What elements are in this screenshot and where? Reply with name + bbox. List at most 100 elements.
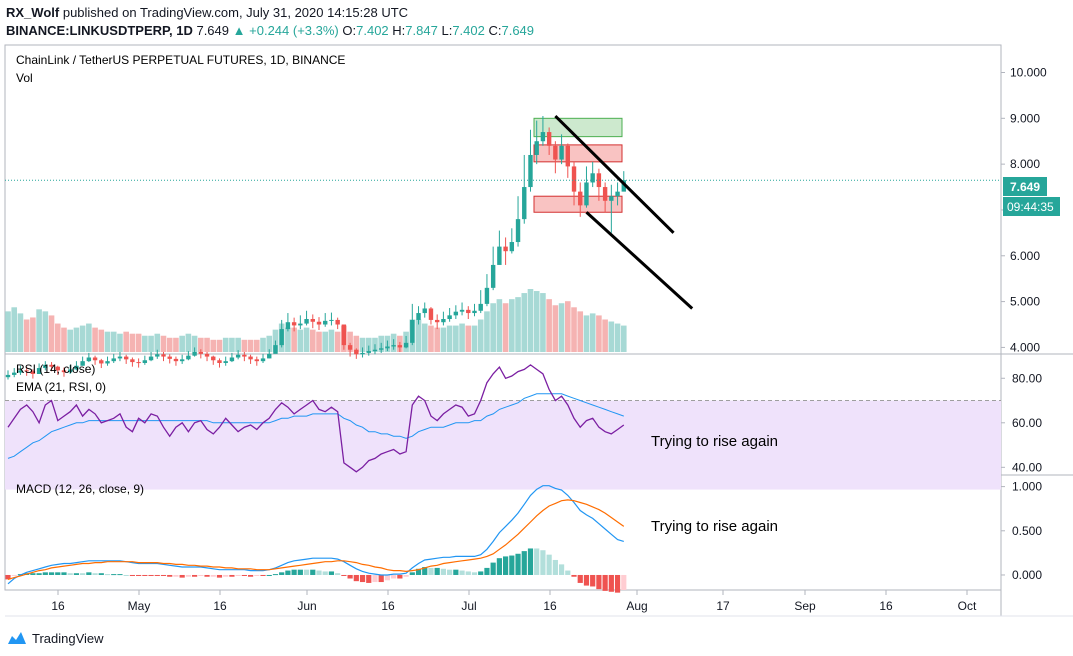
price-tick-label: 10.000 bbox=[1010, 65, 1047, 79]
macd-annotation[interactable]: Trying to rise again bbox=[651, 518, 778, 535]
volume-bar bbox=[446, 325, 453, 352]
volume-bar bbox=[502, 303, 509, 352]
last-price: 7.649 bbox=[196, 23, 230, 38]
candle-body bbox=[136, 362, 141, 364]
candle-body bbox=[304, 319, 309, 324]
candle-body bbox=[24, 370, 29, 372]
candle-body bbox=[379, 348, 384, 350]
macd-histogram-bar bbox=[148, 574, 154, 576]
candle-body bbox=[49, 364, 54, 367]
candle-body bbox=[242, 354, 247, 357]
macd-histogram-bar bbox=[341, 574, 347, 576]
candle-body bbox=[192, 352, 197, 356]
time-tick-label: May bbox=[128, 599, 151, 613]
macd-histogram-bar bbox=[67, 573, 73, 575]
macd-tick-label: 0.500 bbox=[1012, 524, 1042, 538]
macd-histogram-bar bbox=[565, 570, 571, 575]
volume-bar bbox=[546, 299, 552, 352]
volume-bar bbox=[204, 337, 210, 352]
candle-body bbox=[18, 370, 23, 373]
candle-body bbox=[571, 166, 577, 192]
volume-bar bbox=[434, 327, 440, 352]
tradingview-brand: TradingView bbox=[32, 630, 104, 646]
macd-histogram-bar bbox=[434, 567, 440, 575]
candle-body bbox=[466, 309, 471, 314]
time-tick-label: Sep bbox=[794, 599, 816, 613]
rsi-band bbox=[5, 400, 1001, 490]
macd-histogram-bar bbox=[142, 574, 148, 576]
macd-tick-label: 1.000 bbox=[1012, 480, 1042, 494]
volume-bar bbox=[527, 289, 534, 352]
volume-bar bbox=[98, 329, 105, 352]
macd-histogram-bar bbox=[471, 572, 478, 575]
macd-histogram-bar bbox=[80, 573, 86, 575]
volume-bar bbox=[5, 311, 11, 352]
macd-histogram-bar bbox=[527, 548, 534, 575]
time-tick-label: 17 bbox=[716, 599, 730, 613]
macd-histogram-bar bbox=[478, 571, 484, 575]
tradingview-logo[interactable]: TradingView bbox=[6, 628, 104, 648]
volume-bar bbox=[565, 301, 571, 352]
macd-histogram-bar bbox=[291, 569, 297, 575]
macd-histogram-bar bbox=[254, 574, 260, 576]
volume-bar bbox=[36, 309, 42, 352]
candle-body bbox=[366, 351, 371, 353]
macd-histogram-bar bbox=[173, 574, 179, 577]
volume-bar bbox=[347, 331, 353, 352]
time-tick-label: 16 bbox=[381, 599, 395, 613]
publish-line: RX_Wolf published on TradingView.com, Ju… bbox=[6, 5, 408, 20]
candle-body bbox=[186, 355, 191, 360]
candle-body bbox=[453, 311, 459, 316]
candle-body bbox=[478, 303, 483, 311]
macd-histogram-bar bbox=[223, 574, 229, 577]
volume-bar bbox=[129, 333, 136, 352]
candle-body bbox=[223, 361, 228, 363]
macd-line bbox=[7, 485, 624, 585]
macd-histogram-bar bbox=[521, 551, 527, 575]
macd-histogram-bar bbox=[260, 574, 266, 576]
candle-body bbox=[142, 360, 148, 363]
macd-histogram-bar bbox=[602, 574, 608, 591]
macd-histogram-bar bbox=[11, 574, 17, 576]
macd-histogram-bar bbox=[496, 558, 502, 575]
trendlines[interactable] bbox=[554, 114, 694, 310]
volume-bar bbox=[459, 323, 465, 352]
candle-body bbox=[397, 345, 403, 348]
macd-histogram-bar bbox=[583, 574, 590, 586]
volume-bar bbox=[198, 337, 204, 352]
candle-body bbox=[80, 361, 85, 366]
volume-bar bbox=[589, 313, 596, 352]
candle-body bbox=[602, 187, 608, 201]
volume-bar bbox=[42, 311, 49, 352]
volume-bar bbox=[117, 333, 123, 352]
macd-histogram-bar bbox=[484, 567, 490, 575]
volume-bar bbox=[229, 337, 235, 352]
candle-body bbox=[621, 180, 626, 192]
macd-histogram-bar bbox=[571, 574, 577, 577]
candle-body bbox=[117, 356, 123, 359]
volume-bar bbox=[440, 327, 447, 352]
tradingview-cloud-icon bbox=[8, 632, 26, 644]
macd-histogram-bar bbox=[92, 573, 98, 575]
macd-histogram-bar bbox=[55, 572, 61, 575]
macd-histogram-bar bbox=[167, 574, 173, 577]
macd-histogram-bar bbox=[216, 574, 223, 578]
candle-body bbox=[229, 357, 235, 362]
candle-body bbox=[360, 352, 365, 355]
macd-histogram-bar bbox=[552, 559, 558, 575]
candle-body bbox=[123, 356, 129, 360]
macd-histogram-bar bbox=[61, 572, 67, 575]
volume-bar bbox=[154, 333, 161, 352]
author-name[interactable]: RX_Wolf bbox=[6, 5, 60, 20]
volume-bar bbox=[285, 327, 291, 352]
volume-bar bbox=[185, 333, 192, 352]
macd-histogram-bar bbox=[397, 574, 403, 579]
candle-body bbox=[254, 359, 259, 362]
macd-histogram-bar bbox=[30, 573, 36, 575]
rsi-annotation[interactable]: Trying to rise again bbox=[651, 433, 778, 450]
volume-bar bbox=[303, 327, 310, 352]
volume-bar bbox=[254, 339, 260, 352]
volume-bar bbox=[465, 325, 472, 352]
candle-body bbox=[528, 154, 533, 188]
